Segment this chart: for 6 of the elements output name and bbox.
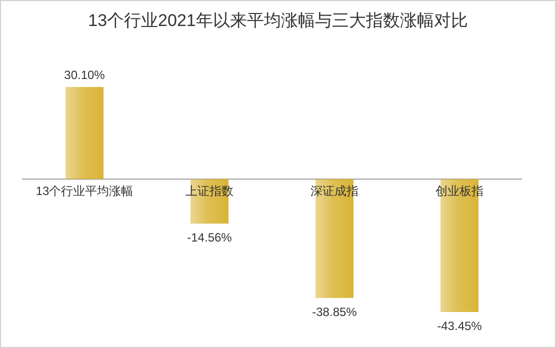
data-label: 30.10% xyxy=(64,68,106,82)
data-label: -38.85% xyxy=(312,304,358,319)
x-tick-label: 13个行业平均涨幅 xyxy=(36,184,134,198)
data-label: -43.45% xyxy=(437,319,482,333)
chart-title: 13个行业2021年以来平均涨幅与三大指数涨幅对比 xyxy=(88,11,468,30)
data-label: -14.56% xyxy=(187,230,232,245)
